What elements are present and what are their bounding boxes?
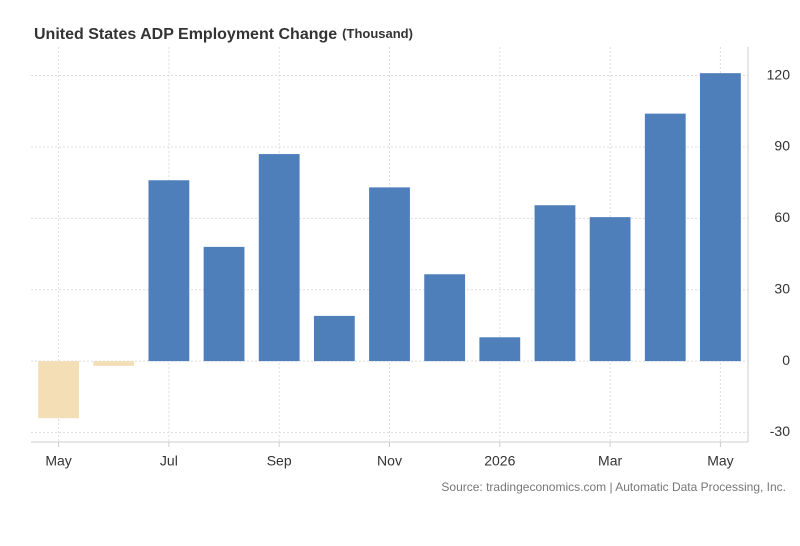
bar <box>644 113 686 362</box>
y-tick-label: 0 <box>782 352 790 368</box>
bar <box>369 187 410 362</box>
bar <box>589 217 631 362</box>
bar <box>534 205 576 362</box>
bar <box>313 315 355 362</box>
bar <box>479 337 521 362</box>
bar <box>258 154 300 362</box>
y-tick-label: 120 <box>767 66 791 82</box>
unit-text: (Thousand) <box>342 26 413 41</box>
bar <box>700 73 741 362</box>
title-text: United States ADP Employment Change <box>34 26 337 43</box>
y-tick-label: -30 <box>770 423 790 439</box>
bar <box>38 361 79 419</box>
source: Source: tradingeconomics.com | Automatic… <box>441 480 786 494</box>
bar <box>424 274 466 362</box>
y-tick-label: 30 <box>774 280 790 296</box>
x-tick-label: May <box>707 453 733 469</box>
bar <box>93 361 135 366</box>
x-tick-label: Sep <box>267 453 292 469</box>
y-tick-label: 60 <box>774 209 790 225</box>
chart-title: United States ADP Employment Change (Thou… <box>34 26 413 43</box>
bar <box>203 246 245 362</box>
x-tick-label: Jul <box>160 453 178 469</box>
bar <box>148 180 190 362</box>
x-tick-label: Mar <box>598 453 622 469</box>
y-tick-label: 90 <box>774 138 790 154</box>
x-tick-label: May <box>45 453 71 469</box>
x-tick-label: Nov <box>377 453 402 469</box>
x-tick-label: 2026 <box>484 453 515 469</box>
